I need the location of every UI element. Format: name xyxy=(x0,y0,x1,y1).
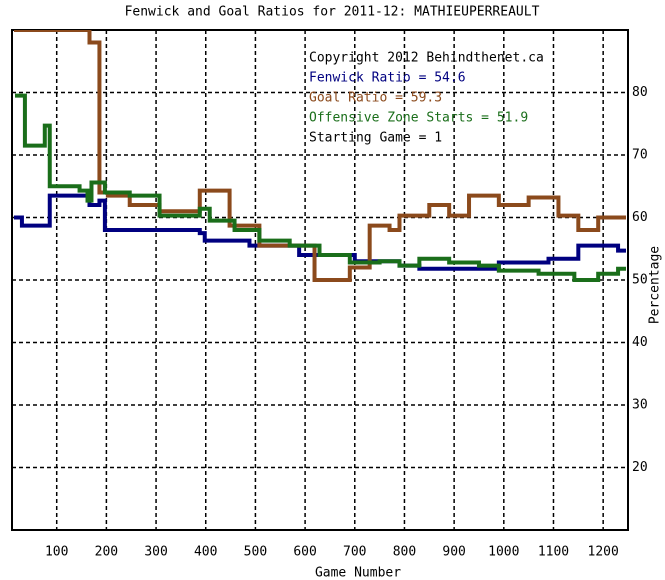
y-tick-label: 30 xyxy=(632,398,648,413)
y-tick-label: 60 xyxy=(632,210,648,225)
x-tick-label: 1000 xyxy=(488,545,519,560)
x-tick-label: 1100 xyxy=(538,545,569,560)
y-axis-label: Percentage xyxy=(648,246,663,324)
y-tick-label: 50 xyxy=(632,273,648,288)
x-axis-label: Game Number xyxy=(315,566,401,580)
x-tick-label: 400 xyxy=(194,545,217,560)
x-tick-label: 800 xyxy=(393,545,416,560)
x-tick-label: 500 xyxy=(244,545,267,560)
data-line xyxy=(14,93,626,282)
annotation: Offensive Zone Starts = 51.9 xyxy=(309,111,528,126)
data-line xyxy=(13,30,626,282)
y-tick-label: 40 xyxy=(632,335,648,350)
x-tick-label: 1200 xyxy=(588,545,619,560)
x-tick-label: 700 xyxy=(343,545,366,560)
x-tick-label: 100 xyxy=(45,545,68,560)
y-tick-label: 20 xyxy=(632,460,648,475)
chart-title: Fenwick and Goal Ratios for 2011-12: MAT… xyxy=(125,5,540,20)
annotation: Starting Game = 1 xyxy=(309,131,442,146)
x-tick-label: 900 xyxy=(442,545,465,560)
x-tick-label: 200 xyxy=(95,545,118,560)
annotation: Copyright 2012 Behindthenet.ca xyxy=(309,51,544,66)
y-tick-label: 80 xyxy=(632,85,648,100)
y-tick-label: 70 xyxy=(632,148,648,163)
annotation: Fenwick Ratio = 54.6 xyxy=(309,71,466,86)
x-tick-label: 300 xyxy=(144,545,167,560)
annotation: Goal Ratio = 59.3 xyxy=(309,91,442,106)
x-tick-label: 600 xyxy=(293,545,316,560)
